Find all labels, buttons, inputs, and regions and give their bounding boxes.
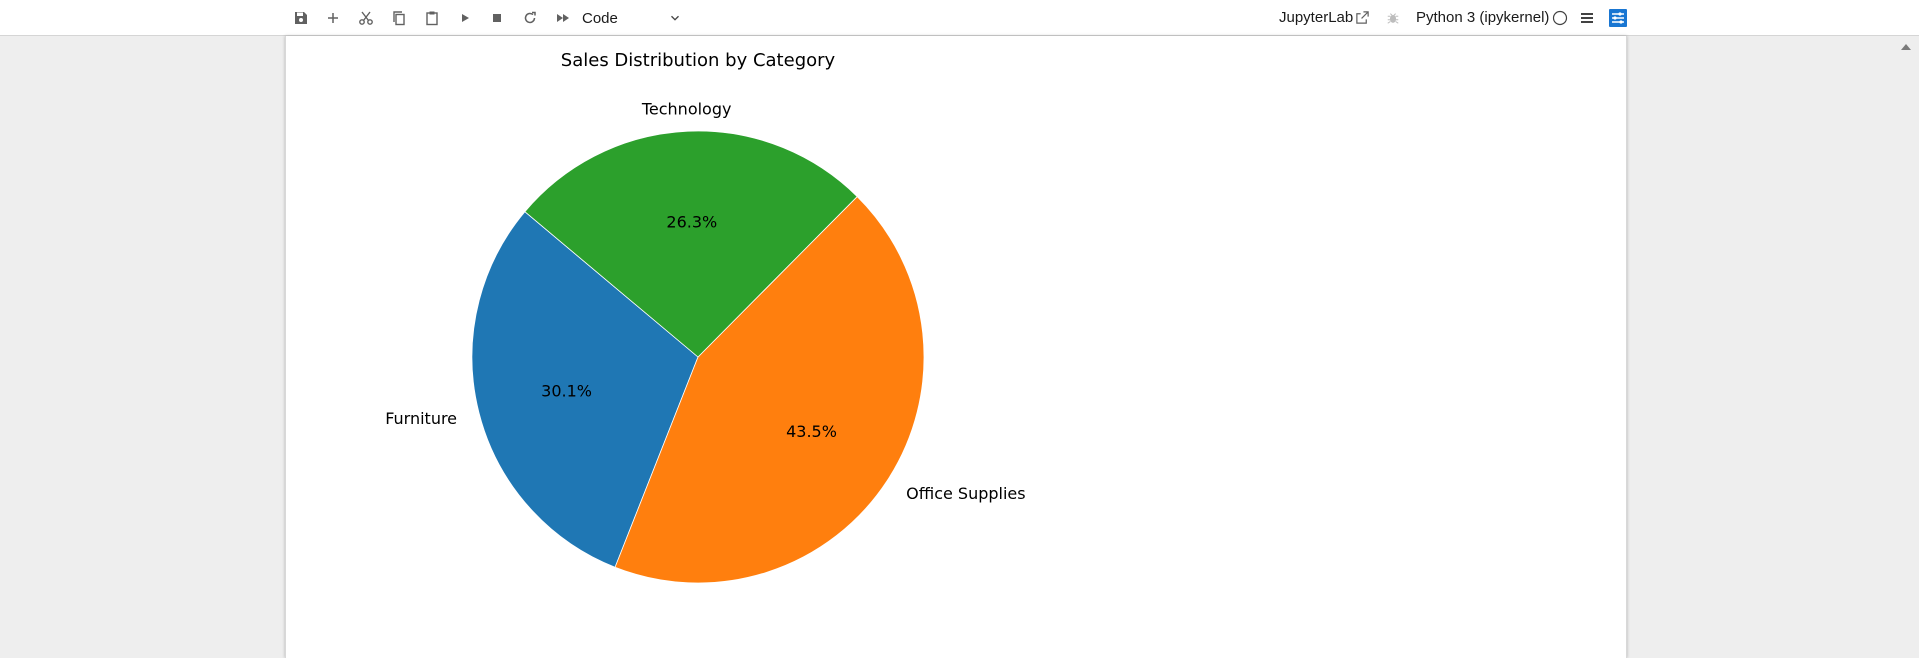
pie-slice-office-supplies: [614, 196, 925, 584]
run-button[interactable]: [453, 6, 477, 30]
save-icon: [295, 12, 307, 24]
external-link-icon[interactable]: [1355, 10, 1370, 25]
pie-percent-label: 30.1%: [541, 381, 592, 400]
pie-slice-furniture: [471, 211, 699, 568]
pie-category-label: Office Supplies: [906, 484, 1025, 503]
copy-button[interactable]: [387, 6, 411, 30]
chevron-down-icon: [671, 15, 679, 21]
clipboard-icon: [426, 11, 438, 26]
pie-percent-label: 43.5%: [786, 422, 837, 441]
notebook-toolbar: Code JupyterLab Python 3 (ipykernel): [0, 0, 1919, 36]
jupyterlab-link[interactable]: JupyterLab: [1279, 9, 1354, 26]
property-inspector-icon[interactable]: [1609, 9, 1627, 27]
fast-forward-icon: [557, 14, 569, 22]
kernel-name[interactable]: Python 3 (ipykernel): [1416, 9, 1550, 26]
refresh-icon: [524, 11, 536, 24]
play-icon: [462, 14, 469, 22]
insert-cell-button[interactable]: [321, 6, 345, 30]
cut-button[interactable]: [354, 6, 378, 30]
restart-button[interactable]: [518, 6, 542, 30]
pie-slice-technology: [524, 130, 858, 358]
scroll-up-arrow-icon[interactable]: [1899, 40, 1913, 54]
paste-button[interactable]: [420, 6, 444, 30]
stop-icon: [493, 14, 501, 22]
scissors-icon: [359, 11, 373, 25]
interrupt-button[interactable]: [485, 6, 509, 30]
pie-category-label: Technology: [641, 100, 732, 119]
menu-icon[interactable]: [1579, 10, 1595, 26]
pie-category-label: Furniture: [385, 409, 457, 428]
copy-icon: [393, 11, 405, 26]
cell-type-value: Code: [582, 9, 618, 27]
plus-icon: [328, 13, 338, 23]
restart-run-all-button[interactable]: [551, 6, 575, 30]
bug-icon[interactable]: [1386, 11, 1400, 25]
chart-title: Sales Distribution by Category: [561, 50, 836, 71]
pie-percent-label: 26.3%: [666, 213, 717, 232]
cell-type-select[interactable]: Code: [582, 7, 682, 29]
kernel-status-icon: [1552, 10, 1568, 26]
save-button[interactable]: [289, 6, 313, 30]
